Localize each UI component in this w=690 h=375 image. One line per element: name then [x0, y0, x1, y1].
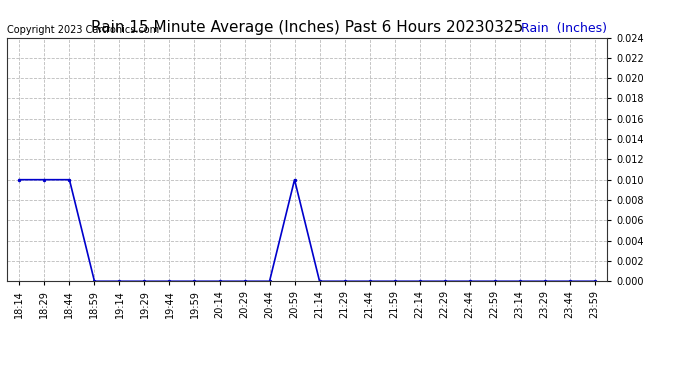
Text: Copyright 2023 Cartronics.com: Copyright 2023 Cartronics.com: [7, 25, 159, 35]
Text: Rain  (Inches): Rain (Inches): [521, 22, 607, 35]
Title: Rain 15 Minute Average (Inches) Past 6 Hours 20230325: Rain 15 Minute Average (Inches) Past 6 H…: [91, 20, 523, 35]
